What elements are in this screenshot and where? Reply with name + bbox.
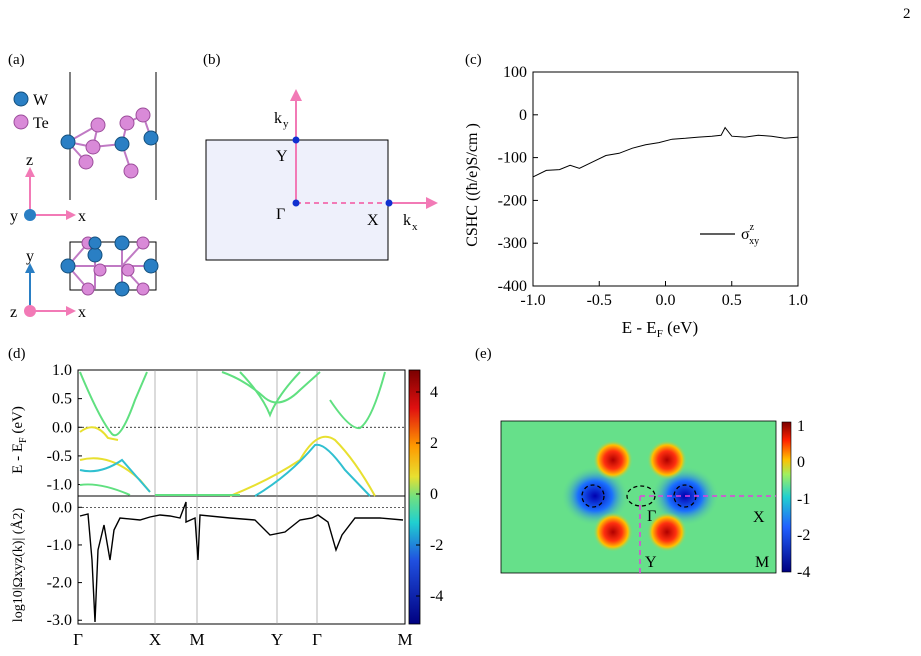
svg-text:k: k: [274, 110, 282, 127]
c-legend-text: σz xy: [741, 222, 759, 247]
ky-arrow-icon: [290, 89, 302, 101]
svg-text:x: x: [412, 221, 418, 233]
d-cbar-tick-label: 4: [430, 384, 438, 401]
d-k-label: Y: [271, 630, 283, 649]
d-cbar-tick-label: 0: [430, 486, 438, 503]
svg-text:M: M: [755, 554, 769, 571]
d-band-line: [229, 435, 376, 497]
d-axes-frame: [77, 369, 406, 625]
panel-d-label: (d): [8, 346, 26, 362]
w-legend-text: W: [33, 92, 49, 109]
svg-text:Γ: Γ: [276, 206, 285, 223]
panel-a-label: (a): [8, 52, 25, 68]
e-colorbar: [781, 421, 792, 573]
e-cbar-tick-label: 0: [797, 454, 805, 471]
c-xtick-label: 1.0: [788, 292, 808, 309]
panel-b-label: (b): [203, 52, 221, 68]
c-xtick-label: 0.5: [722, 292, 742, 309]
d-berry-curve: [79, 501, 404, 623]
svg-text:y: y: [10, 208, 18, 225]
d-band-line: [239, 371, 301, 418]
d-band-line: [79, 483, 131, 496]
svg-text:Γ: Γ: [647, 508, 656, 525]
panel-e-berry-map: Γ X Y M 1 0 -1 -2 -4: [500, 418, 810, 580]
d-band-line: [79, 458, 151, 493]
panel-c-label: (c): [465, 52, 482, 68]
panel-c-chart: 100 0 -100 -200 -300 -400-1.0 -0.5 0.0 0.5 1.0 E …: [464, 64, 808, 340]
d-bot-ytick-label: -1.0: [47, 537, 72, 554]
d-top-ytick-label: 0.5: [52, 391, 72, 408]
e-map-area: [500, 420, 777, 574]
d-ylabel-bottom: log10|Ωxyz(k)| (Å2): [10, 507, 26, 622]
svg-text:X: X: [367, 212, 379, 229]
d-k-label: M: [397, 630, 412, 649]
e-cbar-tick-label: -2: [797, 527, 810, 544]
d-k-label: X: [149, 630, 161, 649]
d-top-ytick-label: 0.0: [52, 419, 72, 436]
d-top-ytick-label: -0.5: [47, 448, 72, 465]
d-k-label: Γ: [73, 630, 83, 649]
svg-text:X: X: [753, 509, 765, 526]
d-top-ytick-label: 1.0: [52, 362, 72, 379]
c-ytick-label: -400: [498, 278, 527, 295]
c-xtick-label: 0.0: [656, 292, 676, 309]
svg-text:y: y: [26, 248, 34, 265]
svg-text:k: k: [403, 212, 411, 229]
svg-text:z: z: [10, 304, 17, 321]
panel-a-crystal: W Te z y x: [10, 72, 159, 321]
w-atom-legend-icon: [13, 91, 29, 107]
d-cbar-tick-label: -2: [430, 537, 443, 554]
c-xtick-label: -0.5: [587, 292, 612, 309]
c-ytick-label: -300: [498, 235, 527, 252]
page-number: 2: [903, 6, 911, 22]
d-band-line: [79, 371, 148, 437]
d-band-line: [254, 443, 371, 497]
svg-text:x: x: [78, 304, 86, 321]
c-ytick-label: -200: [498, 192, 527, 209]
d-cbar-tick-label: -4: [430, 588, 443, 605]
c-xlabel: E - EF (eV): [622, 318, 698, 340]
d-bot-ytick-label: 0.0: [52, 499, 72, 516]
c-ytick-label: 0: [519, 107, 527, 124]
e-cbar-tick-label: 1: [797, 418, 805, 435]
c-ylabel: CSHC ((ħ/e)S/cm ): [464, 123, 481, 247]
c-xtick-label: -1.0: [520, 292, 545, 309]
e-cbar-tick-label: -1: [797, 491, 810, 508]
panel-e-label: (e): [475, 346, 492, 362]
c-ytick-label: -100: [498, 150, 527, 167]
d-colorbar: [408, 369, 421, 625]
d-bot-ytick-label: -2.0: [47, 575, 72, 592]
svg-text:Y: Y: [276, 148, 288, 165]
svg-text:z: z: [26, 152, 33, 169]
d-cbar-tick-label: 2: [430, 435, 438, 452]
te-atom-legend-icon: [13, 114, 29, 130]
e-cbar-tick-label: -4: [797, 564, 810, 580]
c-series-line: [532, 126, 799, 178]
kx-arrow-icon: [426, 197, 438, 209]
panel-d-bands: 1.00.50.0-0.5-1.00.0-1.0-2.0-3.0Γ X M Y Γ M 4…: [10, 362, 443, 649]
c-ytick-label: 100: [503, 64, 527, 81]
d-band-line: [329, 371, 386, 430]
d-ylabel-top: E - EF (eV): [10, 406, 29, 474]
te-legend-text: Te: [33, 115, 49, 132]
d-k-label: M: [189, 630, 204, 649]
d-top-ytick-label: -1.0: [47, 477, 72, 494]
svg-text:Y: Y: [645, 554, 657, 571]
c-axes-frame: [532, 71, 799, 287]
d-band-line: [221, 371, 321, 404]
d-bot-ytick-label: -3.0: [47, 612, 72, 629]
d-k-label: Γ: [312, 630, 322, 649]
svg-text:x: x: [78, 208, 86, 225]
d-band-line: [79, 426, 119, 441]
svg-text:y: y: [283, 118, 289, 130]
